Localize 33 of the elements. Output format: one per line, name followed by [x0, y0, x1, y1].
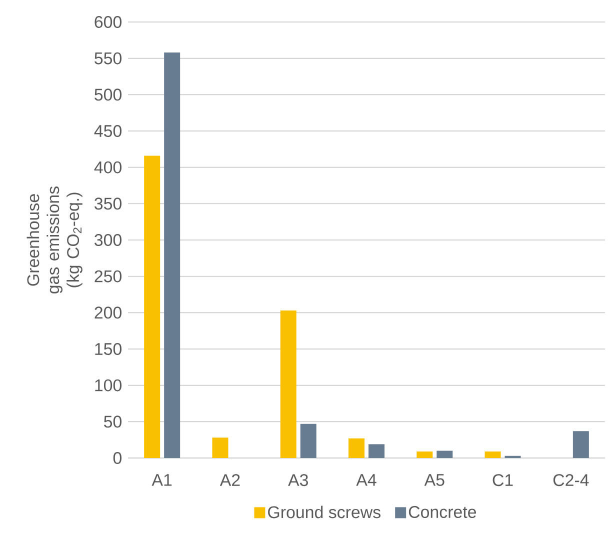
x-tick-label: A3 — [288, 474, 308, 486]
bar — [300, 424, 316, 458]
legend-label: Concrete — [408, 506, 476, 518]
y-tick-label: 500 — [94, 88, 122, 101]
y-tick-label: 0 — [113, 452, 122, 464]
bar — [164, 52, 180, 458]
bar — [484, 451, 501, 458]
x-tick-label: A5 — [424, 474, 444, 486]
y-tick-label: 100 — [95, 379, 122, 392]
y-tick-label: 450 — [94, 125, 122, 137]
bar — [368, 444, 384, 458]
bar — [348, 438, 364, 458]
x-tick-label: A2 — [220, 474, 240, 486]
bar — [280, 310, 296, 458]
y-tick-label: 150 — [95, 343, 122, 355]
x-tick-label: C1 — [492, 474, 513, 486]
y-tick-label: 600 — [94, 16, 122, 28]
bar — [144, 156, 160, 458]
x-tick-label: A1 — [152, 474, 172, 486]
x-tick-label: C2-4 — [553, 474, 589, 486]
y-tick-label: 250 — [94, 270, 122, 282]
bar — [212, 438, 228, 458]
bar — [572, 431, 589, 458]
y-tick-label: 50 — [104, 416, 122, 428]
bar — [416, 451, 433, 458]
y-tick-label: 400 — [94, 161, 122, 174]
y-tick-label: 350 — [94, 198, 122, 210]
legend-label: Ground screws — [268, 506, 380, 518]
y-tick-label: 550 — [94, 52, 122, 64]
y-tick-label: 300 — [94, 234, 122, 246]
x-tick-label: A4 — [356, 474, 376, 486]
y-tick-label: 200 — [94, 306, 122, 319]
bar — [436, 450, 453, 458]
